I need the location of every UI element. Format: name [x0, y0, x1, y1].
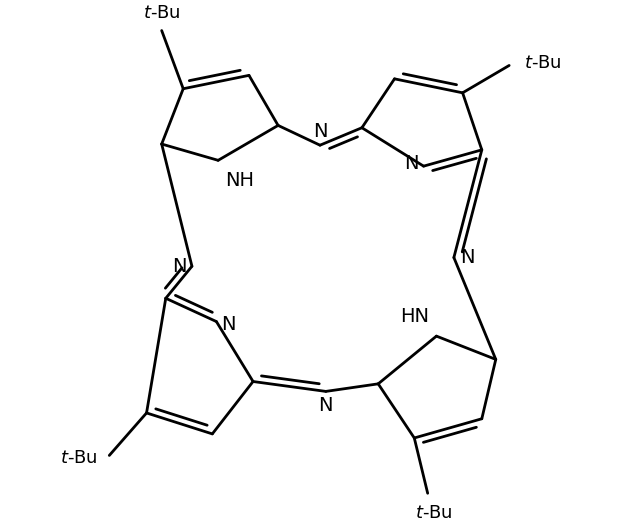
Text: N: N — [460, 248, 474, 267]
Text: $t$-Bu: $t$-Bu — [415, 504, 452, 522]
Text: N: N — [404, 154, 419, 173]
Text: $t$-Bu: $t$-Bu — [60, 450, 98, 467]
Text: N: N — [313, 122, 327, 141]
Text: HN: HN — [401, 307, 429, 326]
Text: N: N — [172, 257, 186, 276]
Text: $t$-Bu: $t$-Bu — [524, 54, 561, 72]
Text: N: N — [319, 396, 333, 415]
Text: NH: NH — [225, 171, 254, 190]
Text: $t$-Bu: $t$-Bu — [143, 4, 180, 22]
Text: N: N — [221, 315, 236, 334]
